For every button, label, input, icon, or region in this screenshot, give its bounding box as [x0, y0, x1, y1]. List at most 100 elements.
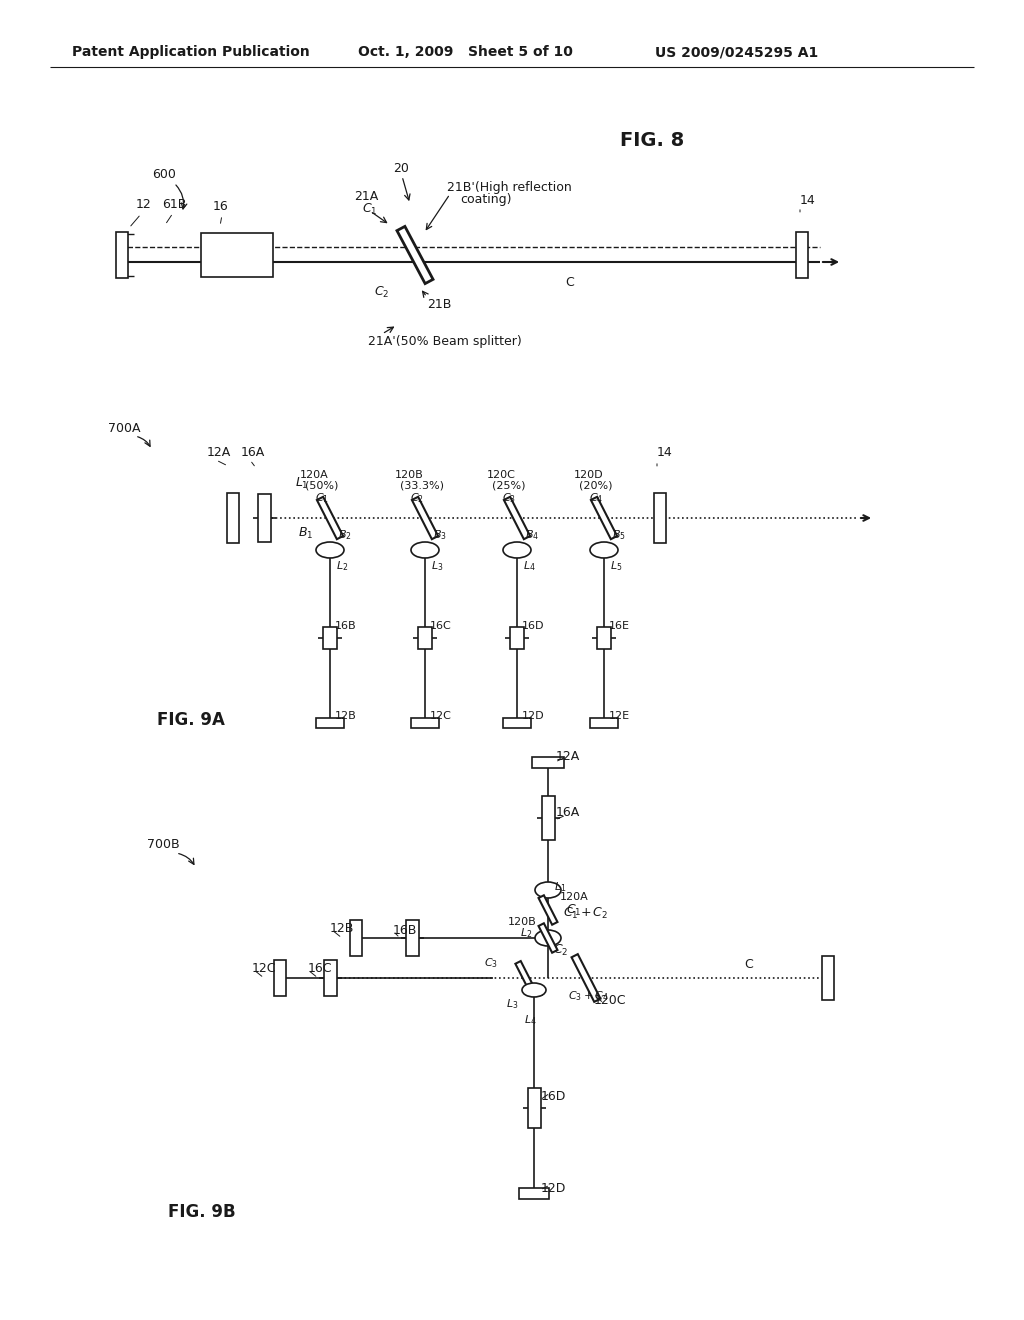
Text: $C_2$: $C_2$	[410, 491, 424, 504]
Text: 16A: 16A	[556, 807, 581, 820]
Bar	[796, 232, 808, 279]
Bar	[227, 492, 239, 543]
Text: $C_4$: $C_4$	[589, 491, 603, 504]
Text: 16D: 16D	[522, 620, 545, 631]
Polygon shape	[316, 496, 343, 539]
Text: 700B: 700B	[147, 838, 179, 851]
Text: $L_2$: $L_2$	[520, 927, 532, 940]
Bar	[406, 920, 419, 956]
Text: $C_1$: $C_1$	[315, 491, 329, 504]
Bar	[510, 627, 524, 649]
Text: FIG. 9B: FIG. 9B	[168, 1203, 236, 1221]
Polygon shape	[412, 496, 438, 539]
Bar	[350, 920, 362, 956]
Text: $C_3$: $C_3$	[484, 956, 498, 970]
Text: 21B'(High reflection: 21B'(High reflection	[447, 181, 571, 194]
Ellipse shape	[411, 543, 439, 558]
Polygon shape	[539, 923, 557, 953]
Text: $B_3$: $B_3$	[433, 528, 446, 543]
Bar	[324, 960, 337, 997]
Bar	[590, 718, 618, 729]
Text: $B_1$: $B_1$	[298, 525, 313, 541]
Text: 21A'(50% Beam splitter): 21A'(50% Beam splitter)	[368, 335, 522, 348]
Bar	[654, 492, 666, 543]
Ellipse shape	[503, 543, 531, 558]
Text: $C_4$: $C_4$	[531, 985, 546, 999]
Text: $C_2$: $C_2$	[553, 942, 568, 957]
Text: 20: 20	[393, 162, 409, 176]
Ellipse shape	[316, 543, 344, 558]
Text: 120B: 120B	[395, 470, 424, 480]
Bar	[257, 494, 270, 543]
Text: $L_4$: $L_4$	[524, 1014, 537, 1027]
Text: coating): coating)	[460, 194, 512, 206]
Text: $B_2$: $B_2$	[338, 528, 352, 543]
Text: 16: 16	[213, 199, 228, 213]
Ellipse shape	[522, 983, 546, 997]
Text: $L_3$: $L_3$	[431, 560, 443, 573]
Polygon shape	[397, 227, 433, 284]
Polygon shape	[539, 895, 557, 925]
Bar	[201, 234, 273, 277]
Text: $L_5$: $L_5$	[610, 560, 623, 573]
Text: $L_3$: $L_3$	[506, 997, 518, 1011]
Text: 120D: 120D	[574, 470, 603, 480]
Text: 14: 14	[657, 446, 673, 459]
Text: 12C: 12C	[430, 711, 452, 721]
Text: 12E: 12E	[609, 711, 630, 721]
Ellipse shape	[535, 882, 561, 898]
Text: 12A: 12A	[207, 446, 231, 459]
Text: $C_1+C_2$: $C_1+C_2$	[563, 906, 608, 920]
Ellipse shape	[590, 543, 618, 558]
Text: $L_1$: $L_1$	[554, 880, 566, 894]
Text: 16B: 16B	[393, 924, 418, 936]
Text: 12C: 12C	[252, 961, 276, 974]
Text: 21B: 21B	[427, 297, 452, 310]
Text: Oct. 1, 2009   Sheet 5 of 10: Oct. 1, 2009 Sheet 5 of 10	[358, 45, 572, 59]
Bar	[418, 627, 432, 649]
Text: 700A: 700A	[108, 421, 140, 434]
Text: 16B: 16B	[335, 620, 356, 631]
Text: 600: 600	[152, 169, 176, 181]
Text: $L_4$: $L_4$	[523, 560, 536, 573]
Text: (50%): (50%)	[305, 480, 338, 491]
Text: 12B: 12B	[335, 711, 356, 721]
Bar	[519, 1188, 549, 1199]
Bar	[822, 956, 834, 1001]
Bar	[597, 627, 611, 649]
Text: (25%): (25%)	[492, 480, 525, 491]
Polygon shape	[504, 496, 530, 539]
Text: 120C: 120C	[487, 470, 516, 480]
Text: US 2009/0245295 A1: US 2009/0245295 A1	[655, 45, 818, 59]
Text: 120A: 120A	[300, 470, 329, 480]
Bar	[527, 1088, 541, 1129]
Text: $C_1$: $C_1$	[362, 202, 378, 216]
Polygon shape	[515, 961, 537, 995]
Text: 12B: 12B	[330, 921, 354, 935]
Bar	[411, 718, 439, 729]
Text: (33.3%): (33.3%)	[400, 480, 444, 491]
Text: 12A: 12A	[556, 751, 581, 763]
Text: C: C	[744, 958, 753, 972]
Text: 16A: 16A	[241, 446, 265, 459]
Text: 16C: 16C	[308, 962, 333, 975]
Text: Patent Application Publication: Patent Application Publication	[72, 45, 309, 59]
Text: 21A: 21A	[354, 190, 378, 203]
Text: 12: 12	[136, 198, 152, 211]
Text: (20%): (20%)	[579, 480, 612, 491]
Bar	[116, 232, 128, 279]
Text: $B_5$: $B_5$	[612, 528, 626, 543]
Text: $C_1$: $C_1$	[566, 903, 582, 917]
Ellipse shape	[535, 931, 561, 946]
Text: 120C: 120C	[594, 994, 627, 1006]
Text: 12D: 12D	[541, 1181, 566, 1195]
Text: 16D: 16D	[541, 1089, 566, 1102]
Text: C: C	[565, 276, 573, 289]
Bar	[542, 796, 555, 840]
Text: $C_3+C_4$: $C_3+C_4$	[568, 989, 609, 1003]
Text: $L_2$: $L_2$	[336, 560, 348, 573]
Text: $C_2$: $C_2$	[374, 284, 389, 300]
Text: 120A: 120A	[560, 892, 589, 902]
Text: 16E: 16E	[609, 620, 630, 631]
Polygon shape	[571, 954, 600, 1002]
